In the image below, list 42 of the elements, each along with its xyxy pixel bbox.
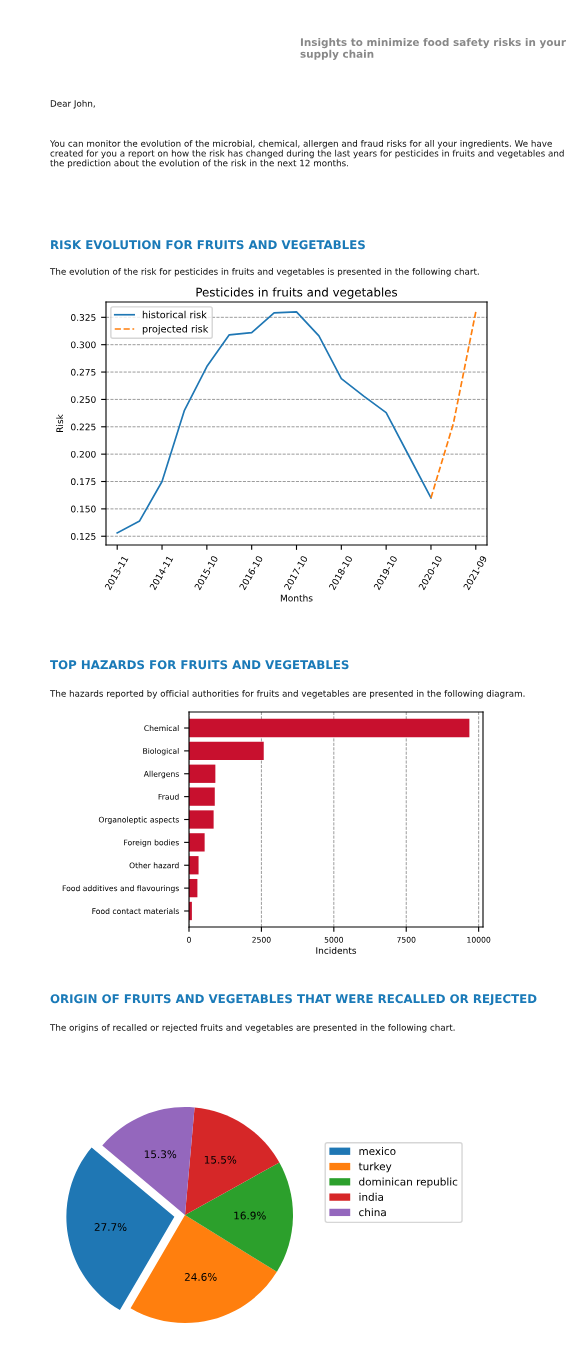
bar [189, 764, 216, 783]
y-tick-label: 0.200 [71, 450, 96, 458]
data-label: 16.9% [234, 1211, 266, 1220]
y-tick-label: 0.150 [71, 505, 96, 513]
x-axis-title: Months [280, 594, 313, 602]
legend-label: projected risk [142, 325, 209, 335]
text: The evolution of the risk for pesticides in fruits and vegetables is presented in the following chart. [49, 268, 479, 277]
y-tick-label: 0.250 [71, 396, 96, 403]
text: Insights to minimize food safety risks in your supply chain [300, 38, 566, 60]
text: RISK EVOLUTION FOR FRUITS AND VEGETABLES [51, 240, 365, 250]
y-tick-label: 0.125 [71, 532, 96, 540]
text: The hazards reported by official authorities for fruits and vegetables are presented in the following diagram. [49, 690, 525, 699]
y-tick-label: 0.275 [71, 368, 96, 376]
legend-label: historical risk [142, 310, 207, 319]
legend-label: turkey [358, 1162, 392, 1173]
text: TOP HAZARDS FOR FRUITS AND VEGETABLES [50, 660, 349, 670]
legend-label: dominican republic [359, 1177, 458, 1188]
text: You can monitor the evolution of the microbial, chemical, allergen and fraud risks for all your ingredients. We have created for you a report on how the risk has changed during the last years for pesticides in fruits and vegetables and the prediction about the evolution of the risk in the next 12 months. [49, 140, 564, 169]
bar [189, 833, 205, 852]
legend-label: india [359, 1192, 383, 1201]
y-axis-title: Risk [56, 414, 64, 432]
text: Dear John, [50, 100, 95, 109]
legend-label: china [359, 1208, 386, 1217]
data-label: 27.7% [94, 1223, 127, 1231]
line-series [116, 311, 432, 534]
y-tick-label: 0.175 [71, 478, 96, 486]
text: The origins of recalled or rejected fruits and vegetables are presented in the following chart. [49, 1024, 455, 1033]
bar [189, 787, 215, 806]
bar [189, 718, 470, 738]
data-label: 15.5% [204, 1155, 237, 1164]
y-tick-label: 0.300 [71, 341, 96, 349]
bar [189, 856, 199, 875]
legend-label: mexico [359, 1146, 396, 1156]
data-label: 24.6% [184, 1273, 217, 1281]
text: ORIGIN OF FRUITS AND VEGETABLES THAT WERE RECALLED OR REJECTED [50, 994, 537, 1006]
bar [189, 810, 214, 829]
y-tick-label: 0.225 [71, 423, 96, 431]
x-axis-title: Incidents [316, 946, 357, 954]
bar [189, 741, 264, 761]
data-label: 15.3% [144, 1150, 177, 1159]
y-tick-label: 0.325 [71, 314, 96, 321]
chart-title: Pesticides in fruits and vegetables [196, 287, 398, 299]
